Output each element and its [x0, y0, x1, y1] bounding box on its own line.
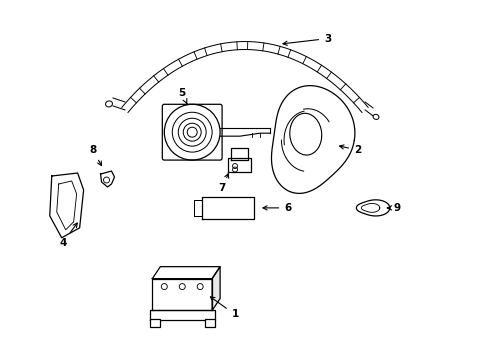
Text: 8: 8 [89, 145, 102, 166]
Text: 2: 2 [339, 145, 361, 155]
Polygon shape [227, 158, 250, 172]
Circle shape [164, 104, 220, 160]
Bar [149, 319, 160, 328]
Text: 5: 5 [178, 88, 186, 104]
Bar [204, 319, 214, 328]
Text: 7: 7 [218, 174, 228, 193]
Text: 1: 1 [210, 297, 238, 319]
Text: 3: 3 [283, 33, 331, 45]
Polygon shape [152, 267, 220, 279]
Polygon shape [230, 148, 247, 160]
Text: 4: 4 [59, 223, 77, 248]
Polygon shape [202, 197, 253, 219]
Text: 9: 9 [386, 203, 400, 213]
Polygon shape [152, 279, 212, 310]
Polygon shape [50, 173, 83, 238]
Polygon shape [212, 267, 220, 310]
Polygon shape [101, 171, 114, 187]
Polygon shape [356, 200, 389, 216]
Polygon shape [271, 86, 354, 193]
Polygon shape [194, 200, 202, 216]
Polygon shape [149, 310, 214, 320]
Text: 6: 6 [263, 203, 291, 213]
